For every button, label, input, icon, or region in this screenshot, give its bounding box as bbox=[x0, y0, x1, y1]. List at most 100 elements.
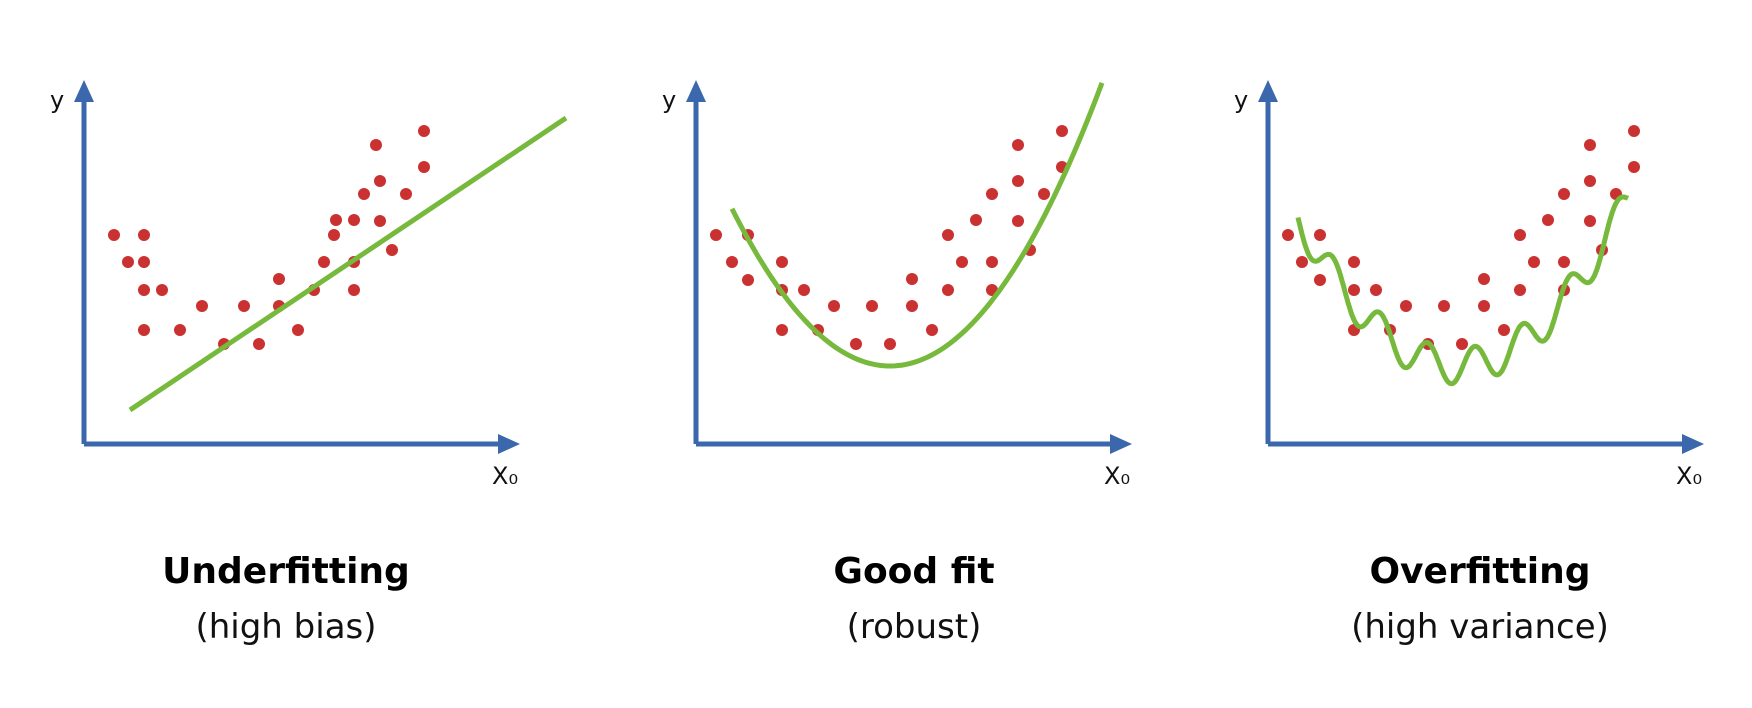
data-point bbox=[1584, 215, 1596, 227]
data-point bbox=[1514, 229, 1526, 241]
x-axis-label: X₀ bbox=[1676, 462, 1702, 490]
data-point bbox=[1012, 215, 1024, 227]
data-point bbox=[866, 300, 878, 312]
data-point bbox=[906, 300, 918, 312]
data-point bbox=[1038, 188, 1050, 200]
data-point bbox=[328, 229, 340, 241]
data-point bbox=[986, 256, 998, 268]
data-point bbox=[986, 188, 998, 200]
overfitting-subtitle: (high variance) bbox=[1351, 607, 1609, 647]
data-point bbox=[1528, 256, 1540, 268]
underfitting-panel: y X₀ bbox=[50, 80, 568, 490]
data-point bbox=[1282, 229, 1294, 241]
data-point bbox=[1628, 161, 1640, 173]
y-axis-label: y bbox=[1234, 86, 1248, 114]
data-point bbox=[884, 338, 896, 350]
data-point bbox=[1584, 139, 1596, 151]
data-point bbox=[196, 300, 208, 312]
data-point bbox=[386, 244, 398, 256]
data-point bbox=[906, 273, 918, 285]
data-point bbox=[1558, 256, 1570, 268]
data-point bbox=[108, 229, 120, 241]
data-point bbox=[710, 229, 722, 241]
data-point bbox=[828, 300, 840, 312]
x-axis-label: X₀ bbox=[492, 462, 518, 490]
x-axis-arrow bbox=[1682, 434, 1704, 454]
good-fit-panel: y X₀ bbox=[662, 80, 1132, 490]
x-axis-label: X₀ bbox=[1104, 462, 1130, 490]
data-point bbox=[1514, 284, 1526, 296]
data-point bbox=[238, 300, 250, 312]
data-points bbox=[710, 125, 1068, 350]
data-point bbox=[348, 214, 360, 226]
data-point bbox=[318, 256, 330, 268]
data-point bbox=[418, 161, 430, 173]
data-point bbox=[138, 229, 150, 241]
y-axis-arrow bbox=[1258, 80, 1278, 102]
data-point bbox=[348, 284, 360, 296]
data-point bbox=[956, 256, 968, 268]
fit-curve bbox=[1295, 194, 1630, 387]
data-point bbox=[726, 256, 738, 268]
data-point bbox=[156, 284, 168, 296]
data-point bbox=[1628, 125, 1640, 137]
data-point bbox=[138, 284, 150, 296]
data-point bbox=[798, 284, 810, 296]
data-point bbox=[358, 188, 370, 200]
data-point bbox=[1370, 284, 1382, 296]
data-point bbox=[926, 324, 938, 336]
data-point bbox=[1542, 214, 1554, 226]
data-point bbox=[138, 324, 150, 336]
y-axis-label: y bbox=[662, 86, 676, 114]
y-axis-arrow bbox=[74, 80, 94, 102]
x-axis-arrow bbox=[1110, 434, 1132, 454]
y-axis-label: y bbox=[50, 86, 64, 114]
underfitting-subtitle: (high bias) bbox=[195, 607, 377, 647]
overfitting-title: Overfitting bbox=[1369, 551, 1591, 592]
data-point bbox=[1400, 300, 1412, 312]
data-point bbox=[942, 229, 954, 241]
data-point bbox=[850, 338, 862, 350]
data-point bbox=[374, 215, 386, 227]
data-point bbox=[122, 256, 134, 268]
data-point bbox=[742, 274, 754, 286]
data-point bbox=[370, 139, 382, 151]
data-point bbox=[1056, 125, 1068, 137]
overfitting-panel: y X₀ bbox=[1234, 80, 1704, 490]
data-point bbox=[1348, 256, 1360, 268]
data-point bbox=[253, 338, 265, 350]
data-point bbox=[776, 256, 788, 268]
data-point bbox=[1012, 175, 1024, 187]
data-point bbox=[1558, 188, 1570, 200]
data-point bbox=[174, 324, 186, 336]
data-point bbox=[1348, 284, 1360, 296]
data-point bbox=[942, 284, 954, 296]
data-point bbox=[1478, 300, 1490, 312]
y-axis-arrow bbox=[686, 80, 706, 102]
data-point bbox=[1456, 338, 1468, 350]
data-point bbox=[273, 273, 285, 285]
fit-curve bbox=[729, 82, 1105, 369]
data-point bbox=[1498, 324, 1510, 336]
x-axis-arrow bbox=[498, 434, 520, 454]
data-point bbox=[292, 324, 304, 336]
data-point bbox=[1478, 273, 1490, 285]
data-point bbox=[1438, 300, 1450, 312]
data-points bbox=[108, 125, 430, 350]
data-point bbox=[1314, 274, 1326, 286]
data-point bbox=[1584, 175, 1596, 187]
data-point bbox=[1314, 229, 1326, 241]
data-points bbox=[1282, 125, 1640, 350]
data-point bbox=[1012, 139, 1024, 151]
data-point bbox=[1296, 256, 1308, 268]
data-point bbox=[970, 214, 982, 226]
data-point bbox=[374, 175, 386, 187]
data-point bbox=[776, 324, 788, 336]
data-point bbox=[138, 256, 150, 268]
underfitting-title: Underfitting bbox=[162, 551, 410, 592]
fit-line bbox=[128, 115, 568, 413]
good-fit-subtitle: (robust) bbox=[846, 607, 982, 647]
data-point bbox=[418, 125, 430, 137]
data-point bbox=[330, 214, 342, 226]
